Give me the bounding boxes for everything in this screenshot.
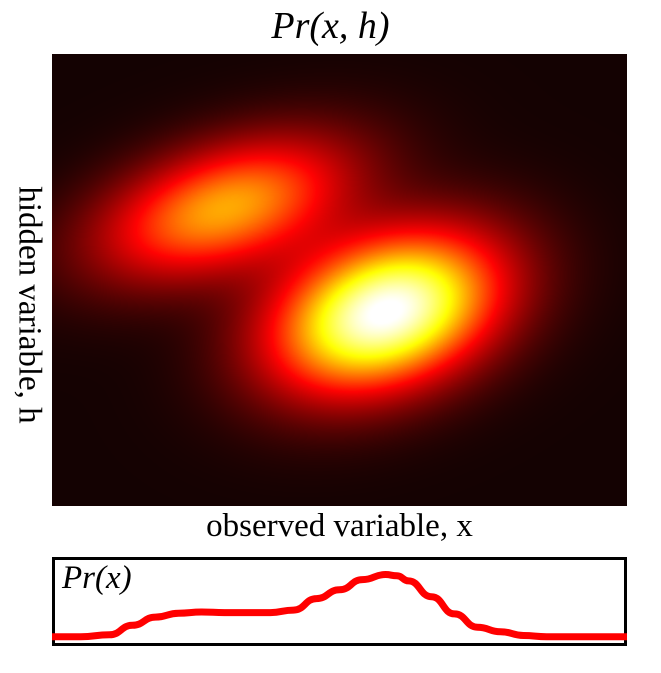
y-axis-label: hidden variable, h: [11, 186, 48, 423]
joint-density-heatmap: [52, 54, 627, 506]
marginal-plot: [52, 557, 627, 646]
marginal-panel: [52, 557, 627, 646]
y-axis-label-text: hidden variable, h: [11, 186, 48, 424]
x-axis-label-text: observed variable, x: [206, 508, 473, 544]
marginal-density-line: [52, 571, 627, 641]
chart-title: Pr(x, h): [271, 5, 390, 47]
marginal-title: Pr(x): [62, 560, 132, 596]
marginal-frame: [52, 557, 627, 646]
x-axis-label: observed variable, x: [52, 508, 627, 545]
heatmap-panel: [52, 54, 627, 506]
